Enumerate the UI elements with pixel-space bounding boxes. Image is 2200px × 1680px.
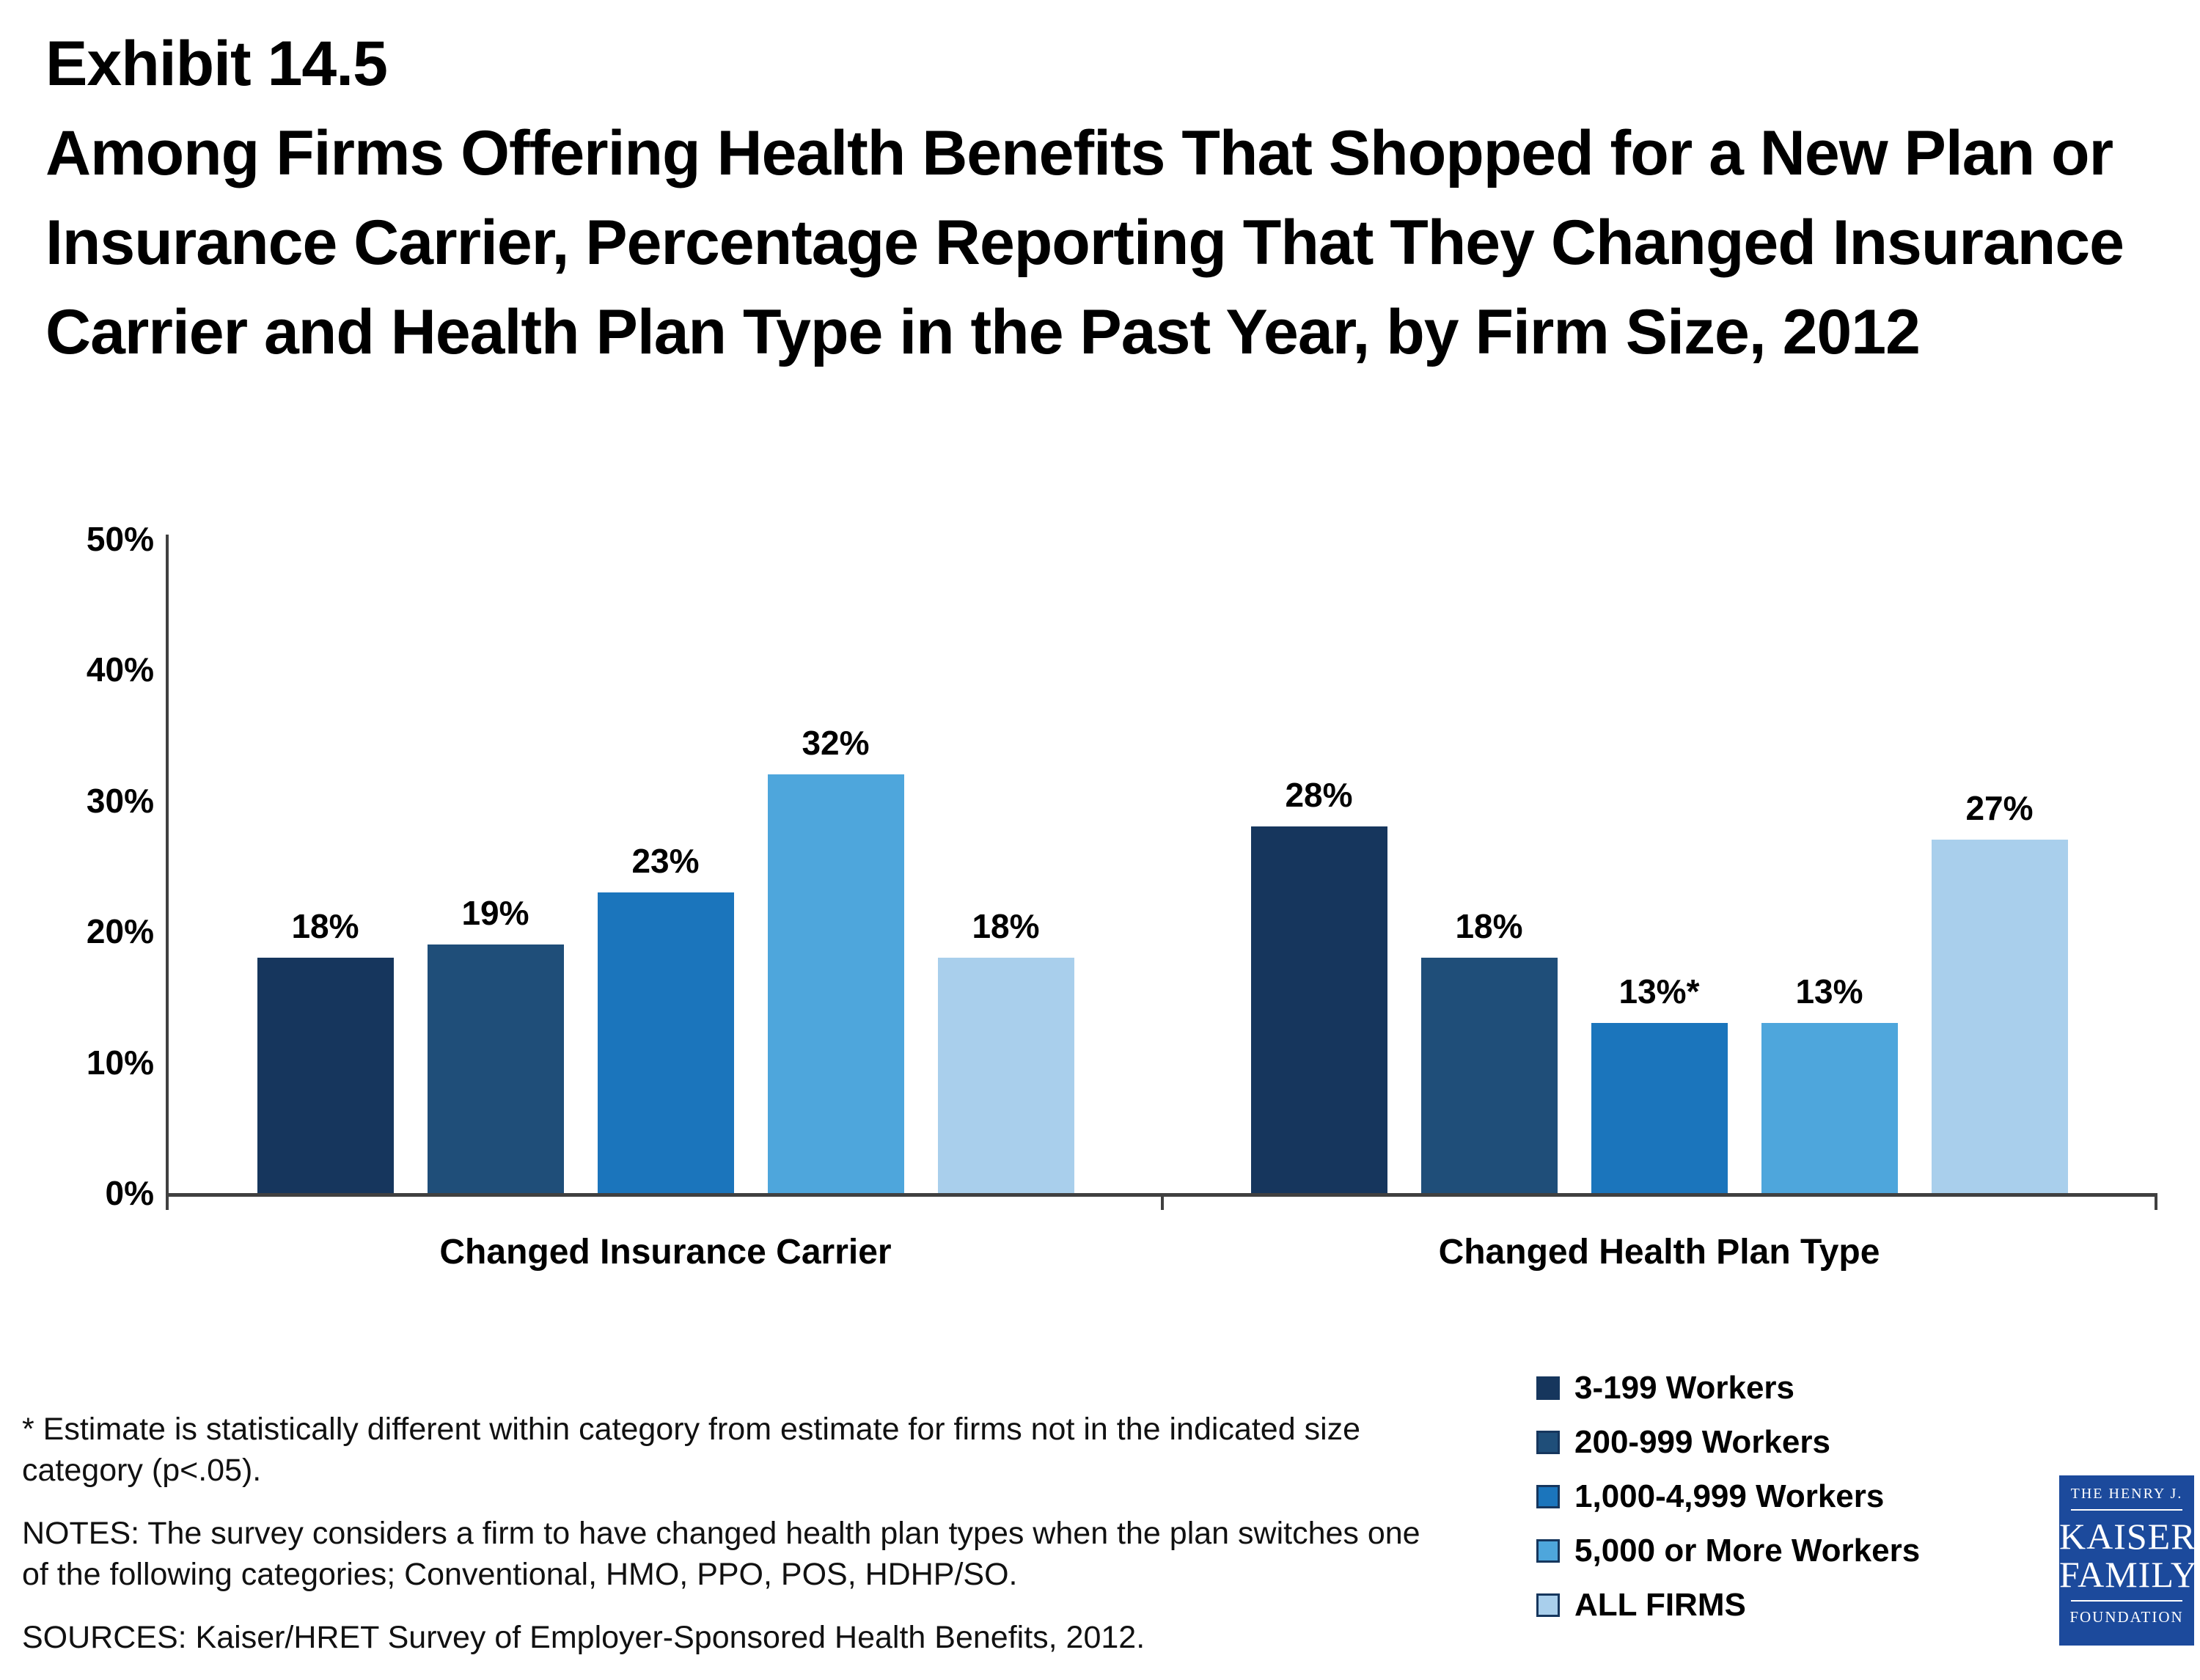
bar-1-000-4-999-workers-changed-health-plan-type: 13%* — [1591, 972, 1728, 1193]
legend-label: 5,000 or More Workers — [1574, 1533, 1921, 1569]
legend: 3-199 Workers 200-999 Workers 1,000-4,999 … — [1536, 1370, 1920, 1641]
legend-label: 3-199 Workers — [1574, 1370, 1795, 1406]
kff-logo-kaiser: KAISER — [2059, 1516, 2196, 1557]
axis-tick — [166, 1197, 169, 1210]
bar-value-label: 18% — [972, 906, 1040, 945]
footnote-asterisk: * Estimate is statistically different wi… — [22, 1412, 1361, 1488]
bar-all-firms-changed-insurance-carrier: 18% — [937, 907, 1074, 1193]
legend-swatch-icon — [1536, 1485, 1560, 1508]
bar-1-000-4-999-workers-changed-insurance-carrier: 23% — [597, 842, 734, 1193]
bar-200-999-workers-changed-insurance-carrier: 19% — [427, 894, 564, 1193]
legend-swatch-icon — [1536, 1539, 1560, 1563]
legend-item-all-firms: ALL FIRMS — [1536, 1587, 1920, 1624]
y-axis-tick-label-20: 20% — [86, 912, 154, 951]
legend-item-200-999-workers: 200-999 Workers — [1536, 1424, 1920, 1461]
chart-title-text: Among Firms Offering Health Benefits Tha… — [45, 118, 2124, 368]
category-label-changed-health-plan-type: Changed Health Plan Type — [1438, 1233, 1880, 1272]
bar-3-199-workers-changed-health-plan-type: 28% — [1250, 776, 1387, 1193]
legend-label: 1,000-4,999 Workers — [1574, 1478, 1885, 1514]
footnote-notes: NOTES: The survey considers a firm to ha… — [22, 1515, 1420, 1592]
y-axis-line — [166, 535, 169, 1197]
y-axis-tick-label-0: 0% — [105, 1174, 154, 1212]
exhibit-number: Exhibit 14.5 — [45, 29, 388, 99]
axis-tick — [1161, 1197, 1164, 1210]
footnotes: * Estimate is statistically different wi… — [22, 1409, 1452, 1680]
legend-swatch-icon — [1536, 1376, 1560, 1400]
legend-item-1-000-4-999-workers: 1,000-4,999 Workers — [1536, 1478, 1920, 1515]
x-axis-line — [166, 1193, 2157, 1197]
legend-swatch-icon — [1536, 1431, 1560, 1454]
bar-group-changed-insurance-carrier: 18% 19% 23% 32% 18% — [169, 539, 1162, 1193]
page-title: Exhibit 14.5 Among Firms Offering Health… — [45, 19, 2157, 377]
y-axis-tick-label-30: 30% — [86, 781, 154, 820]
y-axis-tick-label-50: 50% — [86, 520, 154, 558]
kff-logo-foundation: FOUNDATION — [2069, 1608, 2184, 1626]
bar-5-000-or-more-workers-changed-insurance-carrier: 32% — [767, 724, 904, 1193]
kff-logo: THE HENRY J. KAISER FAMILY FOUNDATION — [2059, 1475, 2198, 1646]
y-axis-tick-label-10: 10% — [86, 1043, 154, 1082]
axis-tick — [2155, 1197, 2157, 1210]
bar-value-label: 18% — [291, 906, 359, 945]
footnote-sources: SOURCES: Kaiser/HRET Survey of Employer-… — [22, 1619, 1145, 1655]
category-label-changed-insurance-carrier: Changed Insurance Carrier — [439, 1233, 892, 1272]
bar-value-label: 28% — [1285, 776, 1353, 815]
chart-area: 0% 10% 20% 30% 40% 50% 18% 19% 23% 32% 18% 28% 18% 1… — [40, 520, 2160, 1316]
bar-value-label: 27% — [1965, 789, 2034, 828]
bar-value-label: 13%* — [1618, 972, 1700, 1011]
legend-item-3-199-workers: 3-199 Workers — [1536, 1370, 1920, 1406]
y-axis-labels: 0% 10% 20% 30% 40% 50% — [40, 520, 154, 1212]
legend-label: ALL FIRMS — [1574, 1587, 1746, 1623]
bar-3-199-workers-changed-insurance-carrier: 18% — [257, 907, 394, 1193]
bar-value-label: 19% — [461, 894, 529, 933]
legend-label: 200-999 Workers — [1574, 1424, 1830, 1460]
bar-value-label: 32% — [802, 724, 870, 763]
bar-5-000-or-more-workers-changed-health-plan-type: 13% — [1761, 972, 1898, 1193]
bar-value-label: 18% — [1455, 906, 1523, 945]
category-axis: Changed Insurance Carrier Changed Health… — [169, 1232, 2156, 1272]
bar-all-firms-changed-health-plan-type: 27% — [1931, 789, 2068, 1193]
legend-swatch-icon — [1536, 1593, 1560, 1617]
bar-group-changed-health-plan-type: 28% 18% 13%* 13% 27% — [1162, 539, 2156, 1193]
y-axis-tick-label-40: 40% — [86, 650, 154, 689]
bar-200-999-workers-changed-health-plan-type: 18% — [1420, 907, 1558, 1193]
bar-value-label: 13% — [1795, 972, 1863, 1011]
bar-value-label: 23% — [631, 841, 700, 880]
kff-logo-rule — [2071, 1600, 2182, 1602]
kff-logo-family: FAMILY — [2059, 1554, 2198, 1595]
kff-logo-top-text: THE HENRY J. — [2070, 1486, 2183, 1502]
kff-logo-rule — [2071, 1509, 2182, 1511]
plot-area: 18% 19% 23% 32% 18% 28% 18% 13%* 13% 27% — [169, 539, 2156, 1193]
legend-item-5-000-or-more-workers: 5,000 or More Workers — [1536, 1533, 1920, 1569]
